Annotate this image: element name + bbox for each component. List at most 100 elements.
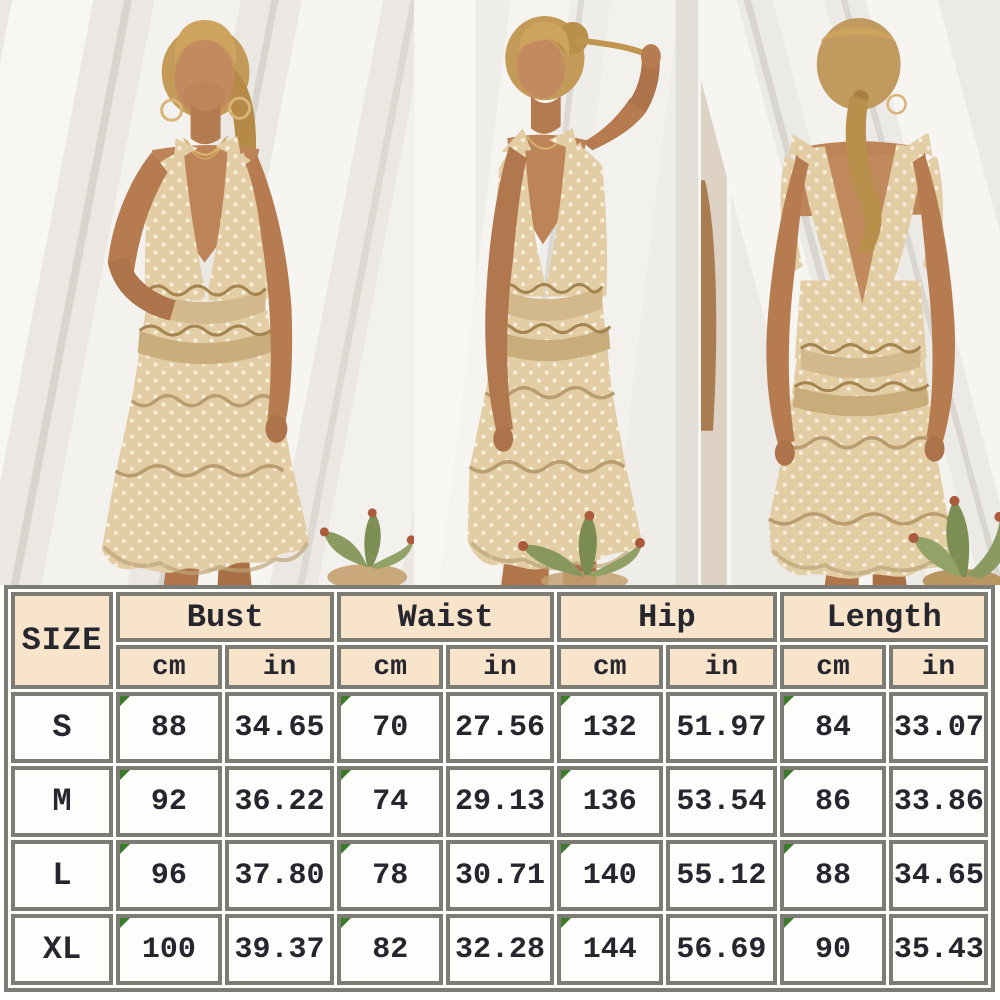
value-cell: 30.71	[446, 840, 554, 911]
arm-straight	[765, 156, 809, 447]
value-cell: 33.07	[888, 692, 988, 763]
waist-ruffle-band	[800, 346, 921, 379]
bodice-left	[144, 150, 205, 301]
value-cell: 140	[556, 840, 663, 911]
green-flag-icon	[560, 844, 571, 854]
unit-header-in: in	[446, 645, 554, 689]
ruffle-seam	[783, 436, 936, 450]
value-cell: 70	[337, 692, 444, 763]
value-cell: 132	[556, 692, 663, 763]
table-row-m: M 92 36.22 74 29.13 136 53.54 86 33.86	[11, 766, 988, 837]
unit-header-in: in	[665, 645, 778, 689]
hair-front	[174, 20, 237, 67]
unit-header-cm: cm	[780, 645, 886, 689]
value-cell: 82	[337, 914, 444, 985]
waist-ruffle-band	[137, 328, 276, 365]
value-cell: 27.56	[446, 692, 554, 763]
column-group-length: Length	[780, 592, 988, 642]
value-cell: 92	[115, 766, 222, 837]
table-row-xl: XL 100 39.37 82 32.28 144 56.69 90 35.43	[11, 914, 988, 985]
model-back-figure	[765, 18, 963, 585]
value-cell: 37.80	[224, 840, 335, 911]
shoulder-bow	[501, 128, 532, 153]
succulent-icon	[518, 510, 646, 585]
value-cell: 53.54	[665, 766, 778, 837]
unit-header-in: in	[224, 645, 335, 689]
hand	[493, 425, 514, 452]
unit-header-in: in	[888, 645, 988, 689]
skirt-tier-2	[115, 398, 294, 473]
ruffle-seam	[468, 460, 626, 474]
value-cell: 39.37	[224, 914, 335, 985]
succulent-icon	[319, 508, 415, 585]
arm-straight	[245, 156, 293, 423]
unit-header-cm: cm	[556, 645, 663, 689]
ponytail	[845, 96, 882, 253]
skirt-hem	[101, 470, 310, 573]
value-cell: 144	[556, 914, 663, 985]
size-label: M	[11, 766, 113, 837]
value-cell: 84	[780, 692, 886, 763]
front-view-illustration	[0, 0, 415, 585]
neck	[190, 104, 221, 145]
hand-in-hair	[641, 44, 661, 69]
bow-tail	[570, 142, 591, 255]
wall-shadow-edge	[675, 0, 699, 585]
size-label: S	[11, 692, 113, 763]
arm-raised-forearm	[628, 58, 660, 113]
edge-arm-fragment	[700, 180, 716, 431]
side-view-illustration	[416, 0, 699, 585]
arm-straight	[485, 146, 528, 435]
value-cell: 32.28	[446, 914, 554, 985]
green-flag-icon	[784, 770, 795, 780]
size-chart-corner: SIZE	[11, 592, 113, 689]
green-flag-icon	[341, 918, 352, 928]
unit-header-cm: cm	[115, 645, 222, 689]
size-label: L	[11, 840, 113, 911]
photo-seam	[726, 0, 731, 585]
green-flag-icon	[784, 918, 795, 928]
value-cell: 90	[780, 914, 886, 985]
back-strap-right	[856, 144, 925, 343]
waist-ruffle-band	[147, 288, 266, 325]
value-cell: 86	[780, 766, 886, 837]
neck	[531, 96, 561, 134]
value-cell: 29.13	[446, 766, 554, 837]
photo-front-looking-down	[414, 0, 699, 585]
green-flag-icon	[560, 918, 571, 928]
skirt-tier-2	[768, 442, 949, 521]
value-cell: 136	[556, 766, 663, 837]
hand	[924, 435, 945, 462]
photo-front-view	[0, 0, 415, 585]
value-cell: 88	[115, 692, 222, 763]
arm-straight	[912, 154, 955, 443]
value-cell: 34.65	[224, 692, 335, 763]
hair-front	[519, 22, 570, 57]
arm-akimbo-upper	[107, 152, 168, 273]
model-front-figure	[101, 20, 310, 585]
hand	[774, 439, 795, 466]
value-cell: 56.69	[665, 914, 778, 985]
bodice-right	[546, 140, 608, 297]
green-flag-icon	[784, 844, 795, 854]
column-group-bust: Bust	[115, 592, 335, 642]
arm-akimbo-forearm	[107, 256, 176, 321]
shoulder-bow	[173, 138, 198, 163]
value-cell: 96	[115, 840, 222, 911]
green-flag-icon	[784, 696, 795, 706]
hair-back	[816, 18, 901, 111]
green-flag-icon	[341, 844, 352, 854]
green-flag-icon	[119, 844, 130, 854]
waist-ruffle-band	[491, 326, 611, 362]
value-cell: 33.86	[888, 766, 988, 837]
value-cell: 74	[337, 766, 444, 837]
shoulder-bow	[906, 132, 933, 157]
value-cell: 51.97	[665, 692, 778, 763]
product-photo-strip	[0, 0, 1000, 585]
green-flag-icon	[560, 770, 571, 780]
value-cell: 55.12	[665, 840, 778, 911]
value-cell: 35.43	[888, 914, 988, 985]
succulent-icon	[908, 495, 1000, 585]
bow-tail	[233, 152, 256, 279]
ruffle-seam	[114, 464, 285, 478]
